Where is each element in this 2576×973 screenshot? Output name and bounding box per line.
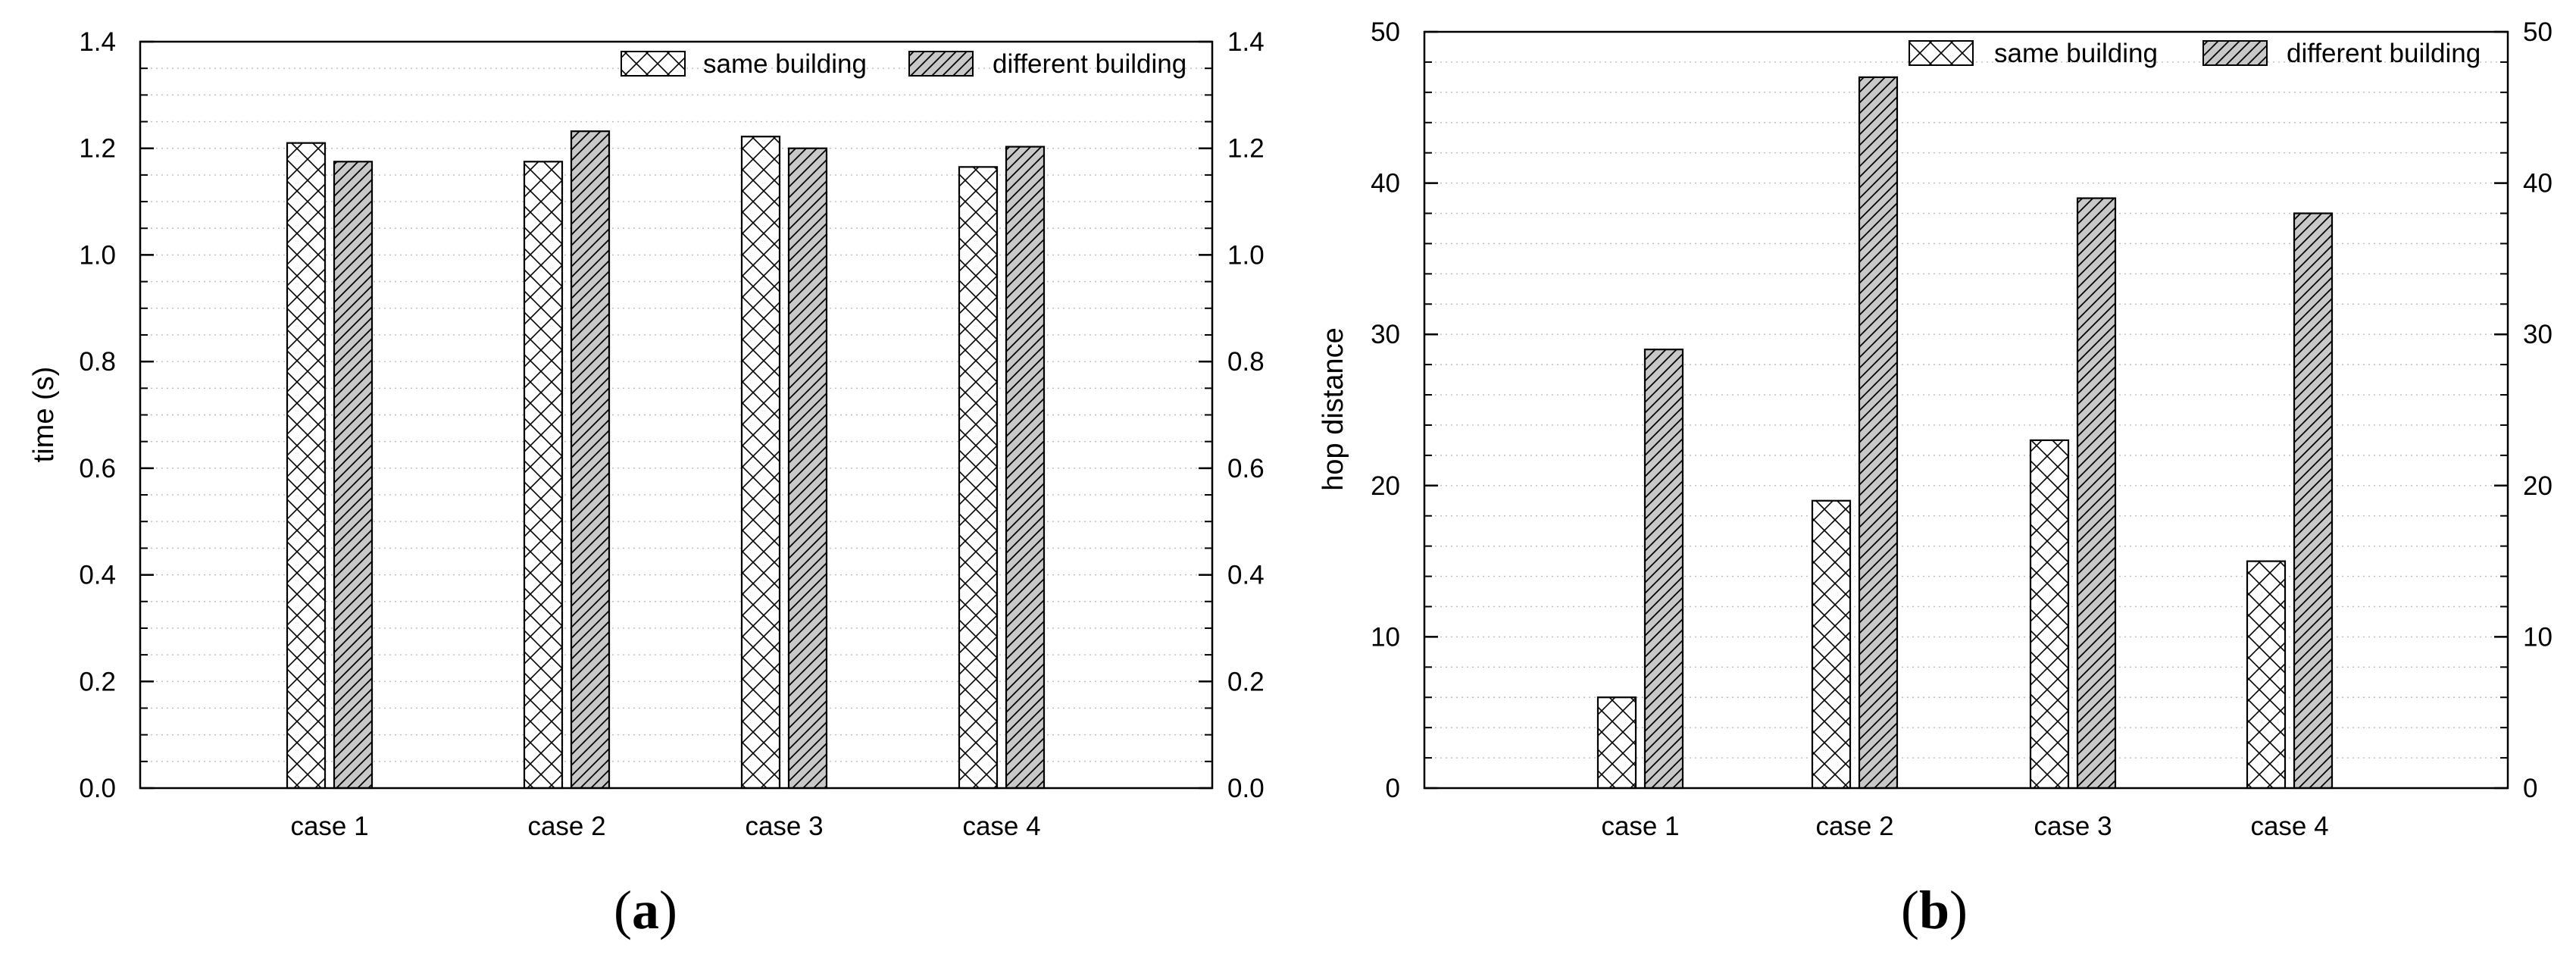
panel-a-ytick-label-right: 1.2: [1227, 134, 1265, 164]
panel-b-ytick-label-right: 30: [2523, 320, 2553, 349]
panel-a-bar-different-case-1: [333, 161, 374, 790]
panel-b-ytick-label: 10: [1371, 622, 1400, 652]
panel-a-ytick-labels-right: 0.0 0.2 0.4 0.6 0.8 1.0 1.2 1.4: [1227, 27, 1265, 803]
panel-a: 0.0 0.2 0.4 0.6 0.8 1.0 1.2 1.4 0.0 0.2 0.4 0.6 0.8…: [28, 27, 1265, 940]
panel-b-ytick-label: 0: [1386, 774, 1400, 803]
panel-a-ytick-label: 0.8: [79, 347, 116, 377]
panel-a-ytick-label-right: 0.8: [1227, 347, 1265, 377]
panel-a-bar-same-case-2: [523, 161, 564, 790]
panel-b-xtick-label: case 3: [2034, 812, 2112, 841]
panel-a-grid: [140, 67, 1212, 762]
panel-a-ytick-label: 0.2: [79, 667, 116, 696]
panel-b-ytick-label: 30: [1371, 320, 1400, 349]
panel-a-ytick-label: 0.4: [79, 561, 116, 590]
panel-a-xtick-label: case 1: [290, 812, 368, 841]
panel-a-bars: [286, 130, 1046, 790]
panel-a-bar-same-case-4: [958, 166, 999, 790]
panel-b-ytick-label: 40: [1371, 169, 1400, 199]
panel-a-legend-swatch-different: [908, 51, 974, 77]
panel-a-ytick-label-right: 0.2: [1227, 667, 1265, 696]
panel-b-ytick-label-right: 0: [2523, 774, 2537, 803]
panel-a-bar-same-case-1: [286, 142, 327, 790]
panel-a-xtick-label: case 4: [962, 812, 1040, 841]
panel-a-bar-different-case-3: [787, 147, 828, 790]
panel-b-ytick-label: 20: [1371, 471, 1400, 501]
panel-b-bar-different-case-2: [1858, 76, 1899, 790]
panel-a-label: (a): [614, 880, 677, 940]
panel-a-legend-swatch-same: [621, 51, 686, 77]
panel-b-ytick-label: 50: [1371, 17, 1400, 47]
panel-a-bar-different-case-4: [1005, 145, 1046, 790]
panel-a-ytick-label-right: 1.0: [1227, 240, 1265, 270]
panel-a-y-axis-title: time (s): [28, 367, 60, 463]
panel-b-ytick-label-right: 20: [2523, 471, 2553, 501]
panel-b-label: (b): [1901, 880, 1968, 940]
panel-a-xtick-label: case 2: [527, 812, 605, 841]
panel-b-ytick-labels-right: 0 10 20 30 40 50: [2523, 17, 2553, 803]
panel-b-ytick-label-right: 10: [2523, 622, 2553, 652]
panel-a-ytick-label: 0.6: [79, 454, 116, 483]
panel-b-xtick-labels: case 1 case 2 case 3 case 4: [1601, 812, 2328, 841]
panel-b-y-axis-title: hop distance: [1318, 327, 1349, 491]
panel-b-xtick-label: case 2: [1815, 812, 1893, 841]
panel-b-bar-different-case-3: [2076, 197, 2117, 790]
panel-b-bar-different-case-4: [2293, 212, 2334, 790]
panel-a-ytick-label-right: 0.0: [1227, 774, 1265, 803]
panel-b-grid: [1424, 61, 2508, 759]
panel-a-ytick-label: 1.2: [79, 134, 116, 164]
panel-a-xtick-label: case 3: [745, 812, 823, 841]
panel-a-legend-label-same: same building: [703, 49, 867, 79]
panel-b-ticks: [1424, 30, 2508, 790]
panel-b-bar-same-case-1: [1596, 696, 1637, 790]
panel-a-ytick-labels-left: 0.0 0.2 0.4 0.6 0.8 1.0 1.2 1.4: [79, 27, 116, 803]
panel-a-ytick-label: 1.4: [79, 27, 116, 57]
panel-a-ytick-label-right: 1.4: [1227, 27, 1265, 57]
panel-a-legend: same building different building: [621, 49, 1186, 79]
panel-b-bar-same-case-4: [2246, 560, 2287, 790]
panel-b-ytick-labels-left: 0 10 20 30 40 50: [1371, 17, 1400, 803]
panel-a-xtick-labels: case 1 case 2 case 3 case 4: [290, 812, 1040, 841]
panel-a-ticks: [140, 40, 1212, 790]
panel-b-legend-swatch-same: [1909, 40, 1974, 66]
panel-b-ytick-label-right: 40: [2523, 169, 2553, 199]
panel-a-ytick-label-right: 0.6: [1227, 454, 1265, 483]
panel-b-bars: [1596, 76, 2334, 790]
panel-a-bar-same-case-3: [740, 136, 781, 790]
panel-a-ytick-label: 1.0: [79, 240, 116, 270]
panel-a-ytick-label-right: 0.4: [1227, 561, 1265, 590]
panel-a-ytick-label: 0.0: [79, 774, 116, 803]
panel-b-bar-same-case-3: [2029, 439, 2070, 790]
panel-b-legend: same building different building: [1909, 39, 2481, 68]
panel-b-ytick-label-right: 50: [2523, 17, 2553, 47]
panel-b-legend-label-different: different building: [2287, 39, 2481, 68]
panel-b-plot-frame: [1423, 30, 2509, 790]
panel-b-legend-swatch-different: [2202, 40, 2268, 66]
panel-b-legend-label-same: same building: [1994, 39, 2158, 68]
panel-a-bar-different-case-2: [570, 130, 611, 790]
panel-b-bar-different-case-1: [1643, 349, 1684, 790]
panel-b-xtick-label: case 1: [1601, 812, 1679, 841]
panel-b-bar-same-case-2: [1811, 499, 1852, 790]
panel-a-legend-label-different: different building: [993, 49, 1186, 79]
panel-b-xtick-label: case 4: [2250, 812, 2328, 841]
